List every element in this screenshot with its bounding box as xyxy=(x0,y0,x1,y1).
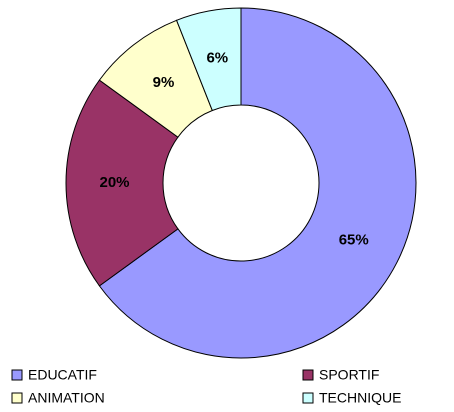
value-label: 9% xyxy=(153,74,175,91)
legend-label: EDUCATIF xyxy=(28,367,97,383)
value-label: 65% xyxy=(339,231,369,248)
legend-swatch xyxy=(11,392,23,404)
value-label: 20% xyxy=(99,174,129,191)
wedge xyxy=(98,7,417,359)
wedge xyxy=(175,7,242,112)
wedge xyxy=(65,79,179,287)
legend-swatch xyxy=(11,369,23,381)
legend-swatch xyxy=(302,369,314,381)
value-label: 6% xyxy=(206,50,228,67)
legend-label: TECHNIQUE xyxy=(319,390,401,406)
legend-label: SPORTIF xyxy=(319,367,379,383)
legend-label: ANIMATION xyxy=(28,390,105,406)
legend-swatch xyxy=(302,392,314,404)
